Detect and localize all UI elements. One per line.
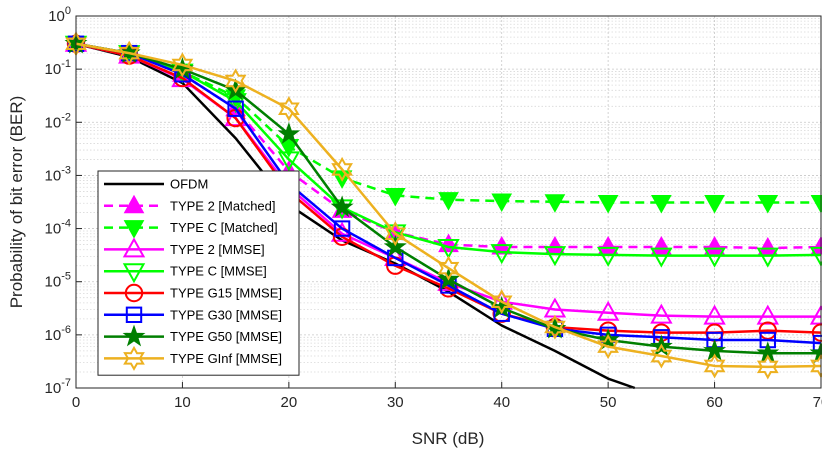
x-tick-label: 20 <box>281 394 298 411</box>
marker-hexagram <box>171 52 194 78</box>
marker-triangle-down-open <box>384 224 407 245</box>
marker-triangle-down-open <box>703 247 726 268</box>
marker-hexagram <box>544 314 566 340</box>
marker-triangle-down <box>384 187 406 207</box>
y-tick-label: 100 <box>48 5 71 25</box>
marker-square <box>125 306 143 324</box>
marker-hexagram <box>703 353 726 379</box>
legend-label: TYPE G50 [MMSE] <box>170 329 282 344</box>
marker-triangle-down <box>438 192 459 211</box>
legend-label: TYPE G30 [MMSE] <box>170 307 282 322</box>
marker-triangle-down <box>757 194 779 214</box>
marker-square <box>333 220 351 237</box>
marker-triangle-down-open <box>543 246 567 267</box>
marker-triangle-down <box>123 220 145 239</box>
legend-label: TYPE 2 [Matched] <box>170 198 276 213</box>
series-line <box>75 42 822 345</box>
marker-hexagram <box>118 40 141 66</box>
marker-triangle-down-open <box>756 247 779 268</box>
marker-triangle-down-open <box>490 244 513 265</box>
legend-label: TYPE 2 [MMSE] <box>170 242 265 257</box>
y-tick-label: 10-2 <box>45 111 71 131</box>
marker-triangle-up-open <box>650 303 673 324</box>
marker-hexagram <box>490 289 513 315</box>
marker-triangle-up <box>704 235 725 255</box>
y-axis-label: Probability of bit error (BER) <box>7 96 26 309</box>
marker-triangle-down <box>597 194 619 214</box>
marker-triangle-down-open <box>650 247 673 268</box>
marker-triangle-up-open <box>756 304 779 325</box>
marker-square <box>227 100 244 117</box>
x-tick-label: 10 <box>174 394 191 411</box>
marker-triangle-down-open <box>596 246 620 267</box>
legend-entry-type-2-mmse: TYPE 2 [MMSE] <box>104 237 265 258</box>
legend-entry-type-c-mmse: TYPE C [MMSE] <box>104 263 267 284</box>
marker-triangle-up <box>651 235 672 255</box>
x-tick-label: 0 <box>72 394 80 411</box>
marker-pentagram <box>122 324 146 347</box>
marker-circle <box>124 283 144 303</box>
marker-pentagram <box>277 122 301 144</box>
legend-entry-type-g50-mmse: TYPE G50 [MMSE] <box>104 324 282 347</box>
series-line <box>75 42 822 334</box>
legend-entry-ofdm: OFDM <box>104 177 208 192</box>
series-line <box>75 42 822 250</box>
marker-triangle-up-open <box>122 237 146 258</box>
marker-triangle-down <box>704 194 725 214</box>
legend-label: TYPE GInf [MMSE] <box>170 351 282 366</box>
marker-triangle-up <box>123 194 145 214</box>
ticks: 0 10 20 30 40 50 60 70 100 10-1 10-2 10-3 10-4 10-5 10… <box>45 5 822 411</box>
legend-entry-type-ginf-mmse: TYPE GInf [MMSE] <box>104 345 282 371</box>
legend-label: TYPE G15 [MMSE] <box>170 286 282 301</box>
series-line <box>75 42 822 257</box>
x-tick-label: 70 <box>813 394 822 411</box>
legend-label: TYPE C [Matched] <box>170 220 278 235</box>
series-line <box>75 42 822 369</box>
marker-triangle-up-open <box>596 300 620 321</box>
x-axis-label: SNR (dB) <box>412 429 485 448</box>
x-tick-label: 40 <box>493 394 510 411</box>
marker-hexagram <box>278 96 300 122</box>
x-tick-label: 50 <box>600 394 617 411</box>
marker-hexagram <box>650 343 673 369</box>
marker-hexagram <box>756 354 779 380</box>
y-tick-label: 10-6 <box>45 324 71 344</box>
legend-entry-type-g30-mmse: TYPE G30 [MMSE] <box>104 306 282 324</box>
marker-triangle-down <box>491 193 513 213</box>
marker-triangle-down <box>651 194 672 214</box>
marker-hexagram <box>123 345 145 371</box>
marker-triangle-down-open <box>277 151 301 172</box>
legend-label: OFDM <box>170 177 208 192</box>
marker-pentagram <box>596 327 620 350</box>
marker-triangle-down-open <box>437 239 460 260</box>
marker-pentagram <box>330 195 354 218</box>
legend-entry-type-c-matched: TYPE C [Matched] <box>104 220 278 239</box>
y-tick-label: 10-1 <box>45 58 71 78</box>
y-tick-label: 10-5 <box>45 271 71 291</box>
legend: OFDM TYPE 2 [Matched] TYPE C [Matched] TYPE… <box>97 170 300 376</box>
legend-entry-type-2-matched: TYPE 2 [Matched] <box>104 194 276 214</box>
marker-hexagram <box>224 68 247 94</box>
marker-hexagram <box>437 255 460 281</box>
x-tick-label: 30 <box>387 394 404 411</box>
marker-triangle-down <box>278 139 300 158</box>
y-tick-label: 10-4 <box>45 218 71 238</box>
y-tick-label: 10-7 <box>45 377 71 397</box>
marker-hexagram <box>331 156 353 182</box>
marker-triangle-down <box>544 194 566 213</box>
plot-frame <box>75 15 822 389</box>
x-tick-label: 60 <box>706 394 723 411</box>
marker-hexagram <box>384 221 407 247</box>
marker-hexagram <box>597 334 619 360</box>
marker-triangle-down-open <box>122 263 146 284</box>
legend-label: TYPE C [MMSE] <box>170 264 267 279</box>
legend-entry-type-g15-mmse: TYPE G15 [MMSE] <box>104 283 282 303</box>
y-tick-label: 10-3 <box>45 164 71 184</box>
